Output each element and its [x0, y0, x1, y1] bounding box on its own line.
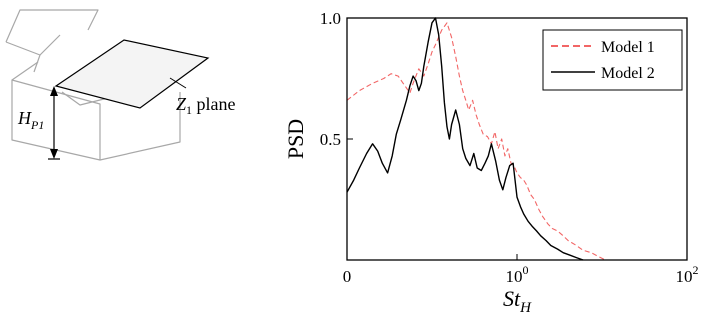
legend-label-model-2: Model 2 — [601, 65, 655, 82]
x-axis-label: StH — [503, 286, 532, 316]
z1-plane — [54, 39, 210, 109]
legend-box — [542, 29, 683, 91]
x-tick-label: 102 — [676, 263, 699, 286]
plane-label: Z1 plane — [176, 94, 236, 117]
y-tick-label: 0.5 — [320, 130, 341, 149]
plane-leader — [169, 77, 187, 89]
body-outline — [5, 9, 99, 43]
legend: Model 1 Model 2 — [542, 29, 683, 91]
series-line-model-2 — [346, 17, 584, 261]
body-edge — [5, 34, 61, 56]
body-edge-lower — [33, 54, 41, 73]
box-right-face — [99, 92, 181, 161]
x-tick-label: 100 — [506, 263, 529, 286]
x-tick-label: 0 — [343, 267, 352, 286]
box-top-edge — [11, 61, 39, 81]
box-inner-edge — [61, 91, 109, 106]
psd-chart: 0 100 102 0.5 1.0 PSD StH Model 1 Model 2 — [283, 9, 699, 316]
y-tick-label: 1.0 — [320, 9, 341, 28]
height-label: HP1 — [17, 108, 44, 132]
geometry-diagram: Z1 plane HP1 — [5, 9, 236, 161]
series-line-model-1 — [346, 22, 606, 261]
legend-label-model-1: Model 1 — [601, 39, 655, 56]
y-axis-label: PSD — [283, 119, 308, 159]
